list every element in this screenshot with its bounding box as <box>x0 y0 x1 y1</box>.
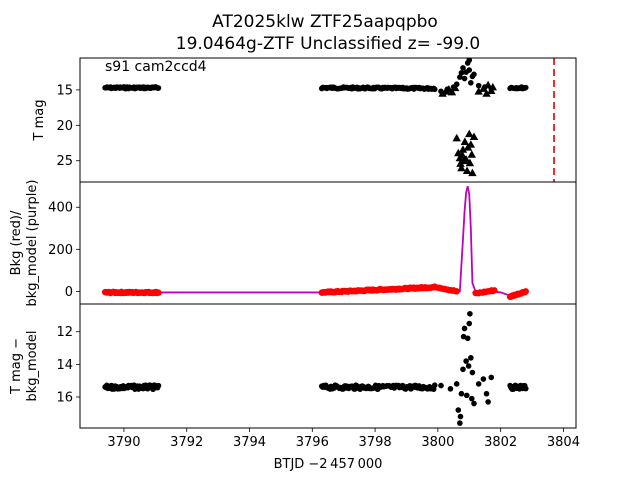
y-axis-label: bkg_model <box>25 330 40 401</box>
data-point <box>522 288 529 295</box>
data-point <box>463 392 470 399</box>
panel-middle: 0 200 400 Bkg (red)/bkg_model (purple) <box>9 180 577 307</box>
data-point <box>453 381 460 387</box>
data-point <box>466 58 473 63</box>
panel-bottom: 12 14 16 T mag − bkg_model 3790 3792 3794 3796 37… <box>9 303 580 472</box>
x-tick-label: 3802 <box>484 435 517 450</box>
x-tick-label: 3794 <box>233 435 266 450</box>
data-point <box>468 355 474 361</box>
data-point <box>431 382 438 388</box>
data-point <box>465 363 472 369</box>
y-tick-label: 25 <box>56 154 73 169</box>
y-tick-label: 20 <box>56 119 73 134</box>
data-point <box>471 400 477 407</box>
x-tick-label: 3790 <box>107 435 140 450</box>
panel-frame <box>79 303 577 429</box>
data-point <box>475 381 482 387</box>
triangle-point <box>457 163 466 172</box>
triangle-point <box>467 150 476 158</box>
data-point <box>467 310 473 317</box>
triangle-point <box>462 166 472 175</box>
triangle-point <box>458 150 467 159</box>
data-point <box>483 390 490 397</box>
x-tick-label: 3800 <box>421 435 454 450</box>
data-point <box>460 65 466 71</box>
data-point <box>447 386 454 392</box>
data-point <box>466 67 473 73</box>
panel-data-bottom <box>102 310 529 426</box>
y-tick-label: 14 <box>56 358 73 373</box>
y-axis-label: T mag <box>32 100 47 142</box>
data-point <box>461 325 468 332</box>
triangle-point <box>465 158 475 167</box>
triangle-point <box>483 80 493 89</box>
data-point <box>468 395 475 402</box>
plot-panels: 15 20 25 T mag s91 cam2ccd4 0 200 400 Bkg (red)/… <box>9 57 580 472</box>
data-point <box>155 382 162 389</box>
data-point <box>457 74 463 80</box>
chart-title-line1: AT2025klw ZTF25aapqpbo <box>212 12 438 32</box>
x-tick-label: 3798 <box>359 435 392 450</box>
y-axis-label: bkg_model (purple) <box>25 180 40 307</box>
data-point <box>475 82 482 89</box>
data-point <box>471 71 477 78</box>
triangle-point <box>482 89 491 97</box>
triangle-point <box>468 168 477 177</box>
data-point <box>463 358 469 364</box>
x-tick-label: 3792 <box>170 435 203 450</box>
panel-data-middle <box>101 185 529 300</box>
x-axis-label: BTJD −2 457 000 <box>274 457 383 472</box>
data-point <box>155 289 162 296</box>
panel-data-top <box>102 58 555 182</box>
data-point <box>458 70 465 76</box>
data-point <box>485 399 491 405</box>
data-point <box>469 369 476 376</box>
x-tick-label: 3804 <box>547 435 580 450</box>
triangle-point <box>461 155 471 163</box>
triangle-point <box>447 87 457 96</box>
data-point <box>460 366 466 373</box>
data-point <box>438 382 444 389</box>
data-point <box>466 320 473 327</box>
triangle-point <box>465 129 474 138</box>
y-tick-label: 15 <box>56 83 73 98</box>
y-tick-label: 12 <box>56 325 73 340</box>
data-point <box>155 85 162 91</box>
data-point <box>458 390 465 397</box>
chart-title-line2: 19.0464g-ZTF Unclassified z= -99.0 <box>176 34 481 54</box>
triangle-point <box>479 84 488 92</box>
triangle-point <box>469 132 479 141</box>
data-point <box>457 413 464 420</box>
data-point <box>522 385 529 392</box>
y-axis-label: T mag − <box>9 338 24 395</box>
panel-top: 15 20 25 T mag s91 cam2ccd4 <box>32 57 577 183</box>
panel-annotation: s91 cam2ccd4 <box>105 59 207 75</box>
triangle-point <box>474 87 483 95</box>
y-tick-label: 16 <box>56 391 73 406</box>
data-point <box>455 407 462 413</box>
y-tick-label: 400 <box>48 201 73 216</box>
triangle-point <box>450 83 460 92</box>
data-point <box>480 376 487 382</box>
y-tick-label: 200 <box>48 243 73 258</box>
x-tick-label: 3796 <box>296 435 329 450</box>
data-point <box>464 335 471 342</box>
triangle-point <box>460 137 470 145</box>
triangle-point <box>458 145 468 153</box>
data-point <box>431 86 438 93</box>
data-point <box>453 288 460 295</box>
triangle-point <box>488 82 498 91</box>
y-axis-label: Bkg (red)/ <box>9 210 24 275</box>
data-point <box>457 420 463 426</box>
triangle-point <box>454 148 463 157</box>
data-point <box>488 374 495 381</box>
data-point <box>522 84 529 91</box>
triangle-point <box>466 140 476 148</box>
data-point <box>461 75 468 82</box>
triangle-point <box>452 133 461 142</box>
data-point <box>491 287 498 294</box>
y-tick-label: 0 <box>65 285 73 300</box>
data-point <box>468 80 474 86</box>
